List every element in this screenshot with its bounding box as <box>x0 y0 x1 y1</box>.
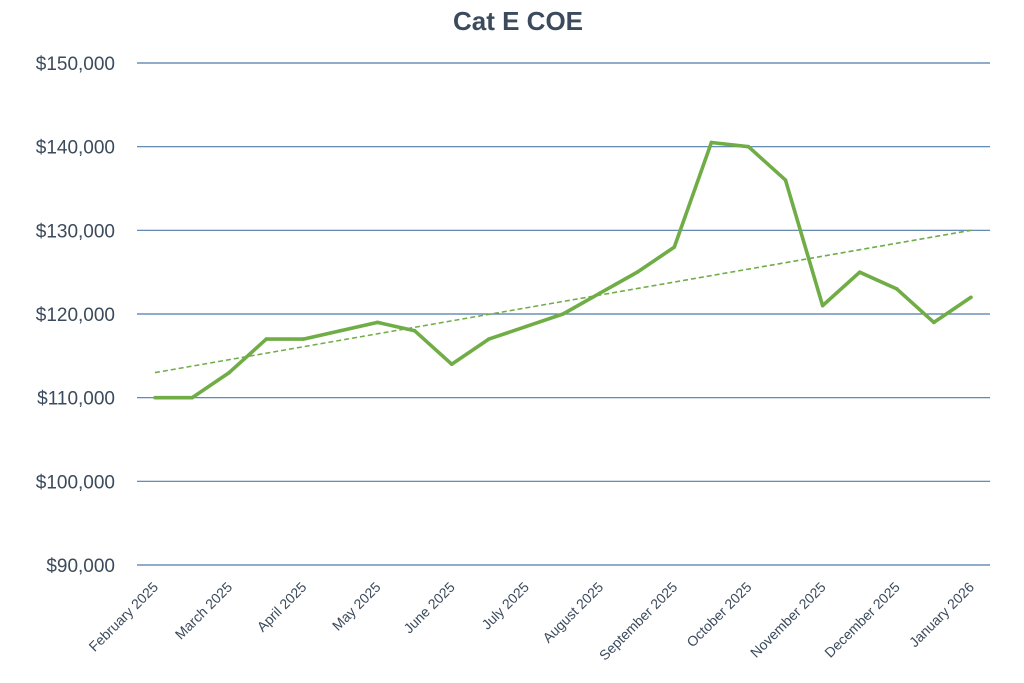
data-point <box>746 144 751 149</box>
data-point <box>598 291 602 295</box>
data-point <box>153 395 157 400</box>
y-tick-label: $110,000 <box>37 389 115 410</box>
x-tick-label: December 2025 <box>821 579 903 661</box>
x-tick-label: October 2025 <box>683 579 754 650</box>
x-tick-label: November 2025 <box>747 579 829 661</box>
data-point <box>820 303 825 308</box>
data-point <box>672 245 677 249</box>
x-tick-label: January 2026 <box>906 579 977 650</box>
data-point <box>190 395 194 400</box>
y-tick-label: $130,000 <box>36 221 115 242</box>
data-point <box>487 337 491 341</box>
data-point <box>227 370 231 375</box>
chart-title: Cat E COE <box>452 6 584 36</box>
x-tick-label: March 2025 <box>172 579 236 643</box>
data-point <box>264 337 269 341</box>
data-point <box>301 337 306 341</box>
series-line <box>155 140 973 400</box>
data-point <box>449 362 454 367</box>
data-point <box>857 270 862 274</box>
data-point <box>561 312 565 316</box>
y-tick-label: $150,000 <box>36 54 115 75</box>
series-lines <box>153 140 973 400</box>
y-tick-label: $100,000 <box>36 472 115 493</box>
gridlines <box>137 62 990 566</box>
data-point <box>524 324 528 329</box>
data-point <box>375 320 380 325</box>
x-tick-label: August 2025 <box>539 579 606 646</box>
x-axis-tick-labels: February 2025 March 2025 April 2025 May 202… <box>85 579 977 664</box>
data-point <box>895 287 899 291</box>
data-point <box>932 320 936 325</box>
data-point <box>783 178 788 182</box>
x-tick-label: July 2025 <box>478 579 532 633</box>
trendline <box>154 229 972 374</box>
y-tick-label: $90,000 <box>46 556 115 577</box>
data-point <box>338 328 343 333</box>
x-tick-label: September 2025 <box>596 579 681 664</box>
x-tick-label: May 2025 <box>329 579 384 634</box>
data-point <box>969 295 973 300</box>
data-point <box>709 140 714 145</box>
data-point <box>635 270 639 274</box>
x-tick-label: June 2025 <box>400 579 458 637</box>
y-tick-label: $120,000 <box>36 305 115 326</box>
x-tick-label: April 2025 <box>254 579 310 635</box>
data-point <box>412 328 417 333</box>
y-axis-tick-labels: $90,000 $100,000 $110,000 $120,000 $130,000 $… <box>36 54 115 577</box>
x-tick-label: February 2025 <box>85 579 161 655</box>
y-tick-label: $140,000 <box>36 138 115 159</box>
